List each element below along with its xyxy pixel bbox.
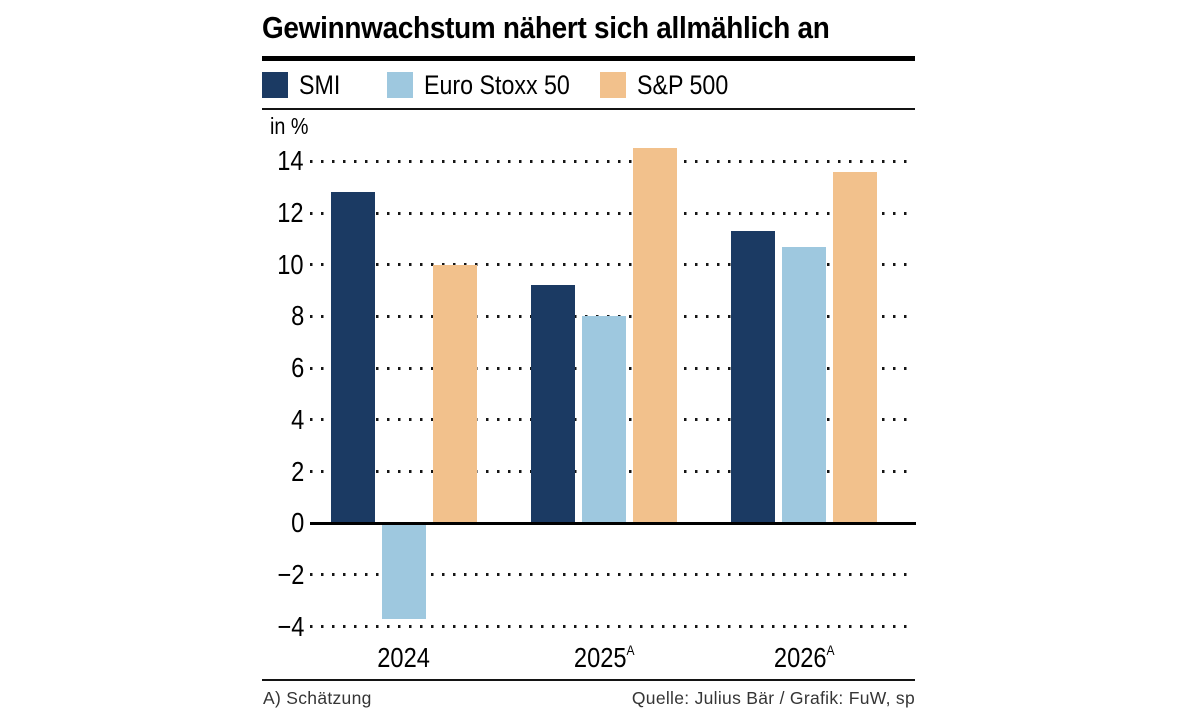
page-title-text: Gewinnwachstum nähert sich allmählich an <box>262 10 830 45</box>
legend-swatch-sp500 <box>600 72 626 98</box>
legend-item-smi: SMI <box>262 71 347 99</box>
y-tick-label-14: 14 <box>277 145 304 177</box>
legend-item-sp500: S&P 500 <box>600 71 743 99</box>
bar-smi-2026 <box>730 231 775 524</box>
y-tick-label-8: 8 <box>290 300 304 332</box>
title-divider <box>262 56 915 61</box>
legend: SMI Euro Stoxx 50 S&P 500 <box>0 71 1180 101</box>
legend-swatch-euro-stoxx-50 <box>387 72 413 98</box>
y-tick-label-2: 2 <box>290 455 304 487</box>
legend-swatch-smi <box>262 72 288 98</box>
bar-s-p-500-2026 <box>833 171 878 524</box>
legend-label-sp500: S&P 500 <box>637 70 729 100</box>
estimate-superscript: A <box>826 642 835 658</box>
bar-s-p-500-2025 <box>633 148 678 524</box>
legend-label-euro-stoxx-50: Euro Stoxx 50 <box>424 70 570 100</box>
footnote: A) Schätzung <box>263 688 372 708</box>
y-tick-label-0: 0 <box>290 507 304 539</box>
bar-euro-stoxx-50-2024 <box>382 524 426 619</box>
y-tick-label-12: 12 <box>277 197 304 228</box>
gridline-14 <box>310 159 908 163</box>
bar-smi-2024 <box>330 192 375 524</box>
gridline-10 <box>310 263 908 267</box>
y-tick-label--4: −4 <box>277 610 304 642</box>
x-tick-label-2024: 2024 <box>377 642 431 673</box>
bar-smi-2025 <box>530 285 575 524</box>
legend-label-smi: SMI <box>299 70 341 100</box>
gridline--2 <box>310 573 908 577</box>
bar-euro-stoxx-50-2026 <box>782 246 826 524</box>
legend-item-euro-stoxx-50: Euro Stoxx 50 <box>387 71 594 99</box>
bar-euro-stoxx-50-2025 <box>582 316 626 524</box>
y-axis-unit-label: in % <box>270 113 309 139</box>
zero-axis-line <box>310 521 916 525</box>
gridline-12 <box>310 211 908 215</box>
source-credit: Quelle: Julius Bär / Grafik: FuW, sp <box>631 688 915 708</box>
x-axis-bottom-divider <box>262 679 915 681</box>
y-tick-label-4: 4 <box>290 403 304 435</box>
legend-divider <box>262 108 915 110</box>
y-tick-label--2: −2 <box>277 558 304 590</box>
y-tick-label-10: 10 <box>277 248 304 280</box>
y-tick-label-6: 6 <box>290 352 304 384</box>
x-tick-label-2026: 2026A <box>773 642 835 673</box>
estimate-superscript: A <box>626 642 635 658</box>
page-title: Gewinnwachstum nähert sich allmählich an <box>262 10 893 46</box>
bar-s-p-500-2024 <box>433 264 478 524</box>
gridline--4 <box>310 625 908 629</box>
x-tick-label-2025: 2025A <box>573 642 635 673</box>
